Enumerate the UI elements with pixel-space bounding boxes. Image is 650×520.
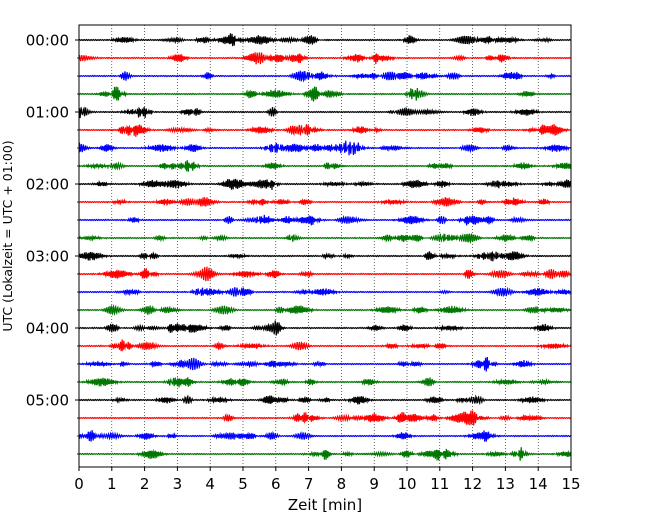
seismogram-trace [78, 357, 572, 372]
seismogram-trace [78, 250, 572, 262]
x-tick-label: 4 [205, 475, 215, 493]
seismogram-trace [78, 430, 572, 442]
seismogram-trace [78, 447, 572, 461]
x-tick-label: 11 [430, 475, 449, 493]
x-axis-label: Zeit [min] [288, 496, 362, 514]
y-tick-label: 04:00 [26, 320, 69, 338]
y-tick-label: 03:00 [26, 248, 69, 266]
x-tick-label: 6 [271, 475, 281, 493]
seismogram-trace [78, 33, 572, 47]
seismogram-trace [78, 86, 572, 102]
x-axis: 0 1 2 3 4 5 6 7 8 9 10 11 12 13 14 15 [74, 467, 581, 493]
seismogram-trace [78, 52, 572, 65]
seismogram-trace [78, 320, 572, 336]
x-tick-label: 15 [561, 475, 580, 493]
seismogram-trace [78, 339, 572, 352]
seismogram-trace [78, 376, 572, 388]
x-tick-label: 0 [74, 475, 84, 493]
seismogram-trace [78, 394, 572, 406]
seismogram-trace [78, 410, 572, 426]
x-tick-label: 14 [529, 475, 548, 493]
x-tick-label: 7 [304, 475, 314, 493]
y-tick-label: 01:00 [26, 104, 69, 122]
y-axis-label: UTC (Lokalzeit = UTC + 01:00) [0, 140, 15, 331]
seismogram-trace [78, 214, 572, 226]
x-tick-label: 5 [238, 475, 248, 493]
x-tick-label: 1 [107, 475, 117, 493]
seismogram-trace [78, 286, 572, 298]
seismogram-trace [78, 304, 572, 316]
x-tick-label: 8 [337, 475, 347, 493]
y-axis: 00:00 01:00 02:00 03:00 04:00 05:00 [26, 32, 79, 455]
seismogram-trace [78, 196, 572, 208]
seismogram-trace [78, 106, 572, 119]
seismogram-trace [78, 178, 572, 190]
seismogram-trace [78, 69, 572, 83]
x-tick-label: 3 [173, 475, 183, 493]
plot-frame [78, 24, 572, 468]
x-tick-label: 13 [496, 475, 515, 493]
x-tick-label: 9 [369, 475, 379, 493]
y-tick-label: 02:00 [26, 176, 69, 194]
x-tick-label: 12 [463, 475, 482, 493]
seismogram-trace [78, 124, 572, 137]
y-tick-label: 05:00 [26, 392, 69, 410]
y-tick-label: 00:00 [26, 32, 69, 50]
x-tick-label: 2 [140, 475, 150, 493]
x-tick-label: 10 [397, 475, 416, 493]
seismogram-trace [78, 232, 572, 245]
seismogram-traces [78, 33, 572, 461]
seismogram-trace [78, 160, 572, 172]
seismogram-trace [78, 266, 572, 282]
seismogram-trace [78, 140, 572, 156]
